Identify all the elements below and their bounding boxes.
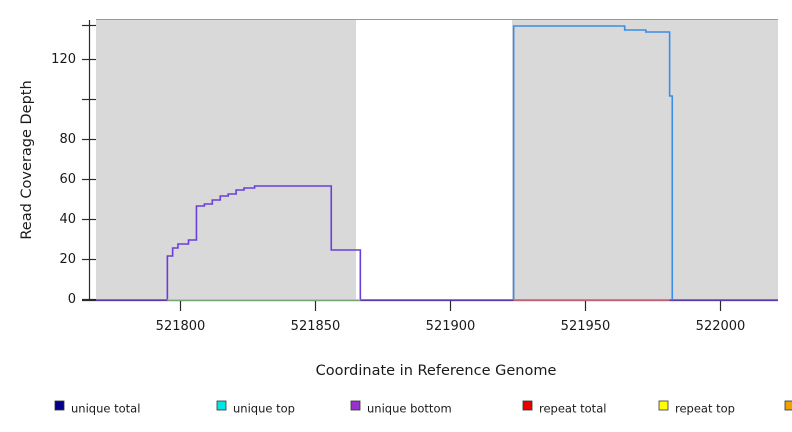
legend-swatch xyxy=(350,400,361,411)
x-tick-label-521850: 521850 xyxy=(291,319,341,334)
x-tick-label-521800: 521800 xyxy=(156,319,206,334)
y-tick-label-40: 40 xyxy=(59,212,76,227)
x-tick-label-522000: 522000 xyxy=(696,319,746,334)
legend-item-unique-total[interactable]: unique total xyxy=(54,400,140,416)
legend-swatch xyxy=(522,400,533,411)
legend-item-repeat-total[interactable]: repeat total xyxy=(522,400,606,416)
legend-label: repeat top xyxy=(675,402,735,416)
legend-label: unique bottom xyxy=(367,402,452,416)
y-tick-label-60: 60 xyxy=(59,172,76,187)
shaded-region-right xyxy=(512,20,778,300)
legend-label: unique total xyxy=(71,402,140,416)
y-tick-label-20: 20 xyxy=(59,252,76,267)
x-tick-label-521900: 521900 xyxy=(426,319,476,334)
legend-label: unique top xyxy=(233,402,295,416)
legend-swatch xyxy=(658,400,669,411)
shaded-regions xyxy=(96,19,778,300)
series-line-unique-total xyxy=(512,25,674,300)
y-tick-label-0: 0 xyxy=(68,292,76,307)
x-axis: 521800 521850 521900 521950 522000 xyxy=(82,299,778,334)
legend-swatch xyxy=(784,400,792,411)
chart-legend: unique total unique top unique bottom repea… xyxy=(54,400,792,416)
legend-label: repeat total xyxy=(539,402,606,416)
legend-item-repeat-top[interactable]: repeat top xyxy=(658,400,735,416)
legend-item-unique-top[interactable]: unique top xyxy=(216,400,295,416)
y-axis-title: Read Coverage Depth xyxy=(19,80,35,239)
legend-swatch xyxy=(54,400,65,411)
shaded-region-left xyxy=(96,20,356,300)
x-tick-label-521950: 521950 xyxy=(561,319,611,334)
y-tick-label-120: 120 xyxy=(51,52,76,67)
series-line-unique-bottom xyxy=(96,185,778,301)
x-axis-title: Coordinate in Reference Genome xyxy=(316,363,557,379)
y-axis: 0 20 40 60 80 120 xyxy=(51,20,96,307)
series-layer xyxy=(96,25,778,301)
legend-item-repeat-bottom[interactable]: repeat bottom xyxy=(784,400,792,416)
y-tick-label-80: 80 xyxy=(59,132,76,147)
legend-item-unique-bottom[interactable]: unique bottom xyxy=(350,400,452,416)
legend-swatch xyxy=(216,400,227,411)
